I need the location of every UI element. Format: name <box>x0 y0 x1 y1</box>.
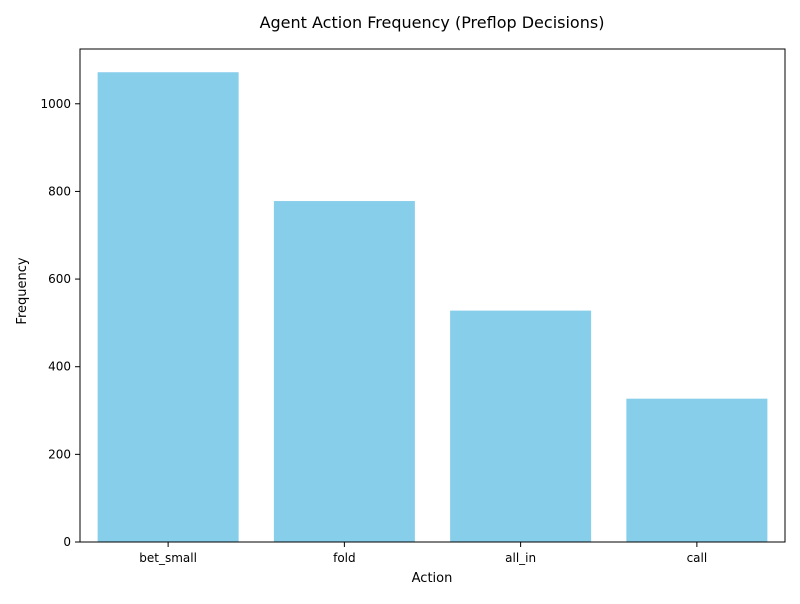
x-tick-label: fold <box>333 551 356 565</box>
y-tick-label: 0 <box>63 535 71 549</box>
bar-call <box>626 398 768 542</box>
x-tick-label: all_in <box>505 551 536 565</box>
y-tick-label: 200 <box>48 447 71 461</box>
y-tick-label: 800 <box>48 184 71 198</box>
bar-bet_small <box>97 72 239 542</box>
chart-title: Agent Action Frequency (Preflop Decision… <box>260 13 605 32</box>
y-axis-label: Frequency <box>15 257 30 324</box>
bar-all_in <box>450 310 592 542</box>
x-axis-label: Action <box>412 571 453 586</box>
axes-frame <box>79 48 786 543</box>
bar-fold <box>273 201 415 542</box>
plot-area: bet_small fold all_in call 0 200 400 600 800 1000 <box>40 48 786 565</box>
x-tick-label: bet_small <box>139 551 197 565</box>
y-tick-label: 400 <box>48 360 71 374</box>
x-tick-label: call <box>687 551 708 565</box>
y-tick-label: 1000 <box>40 97 71 111</box>
y-tick-label: 600 <box>48 272 71 286</box>
